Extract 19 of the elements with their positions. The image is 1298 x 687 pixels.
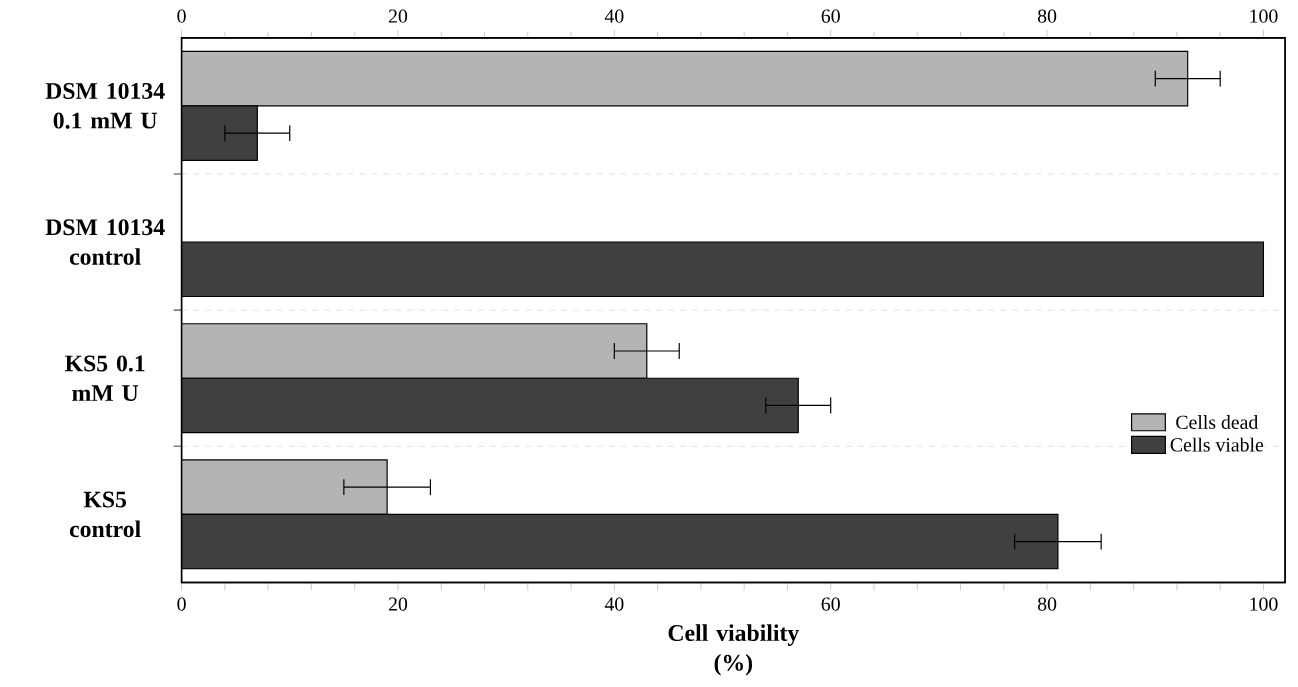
x2-tick-label: 0 (177, 9, 186, 23)
x2-tick-label: 40 (604, 9, 624, 23)
x-axis-title: Cell viability (%) (668, 624, 800, 676)
legend-label: Cells viable (1170, 437, 1264, 452)
x-tick-label: 20 (388, 597, 408, 611)
x-tick-label: 80 (1037, 597, 1057, 611)
y-tick-label: KS5 0.1 mM U (65, 355, 145, 402)
x2-tick-label: 100 (1250, 9, 1278, 23)
y-tick-label: DSM 10134 control (45, 219, 165, 265)
y-tick-label: DSM 10134 0.1 mM U (45, 83, 165, 129)
x-tick-label: 60 (821, 597, 840, 611)
x2-tick-label: 80 (1037, 9, 1057, 23)
x-tick-label: 0 (177, 597, 186, 611)
x-tick-label: 100 (1250, 597, 1278, 611)
x-tick-label: 40 (604, 597, 624, 611)
x2-tick-label: 60 (821, 9, 840, 23)
legend-label: Cells dead (1176, 415, 1259, 430)
y-tick-label: KS5 control (69, 491, 141, 538)
x2-tick-label: 20 (388, 9, 408, 23)
